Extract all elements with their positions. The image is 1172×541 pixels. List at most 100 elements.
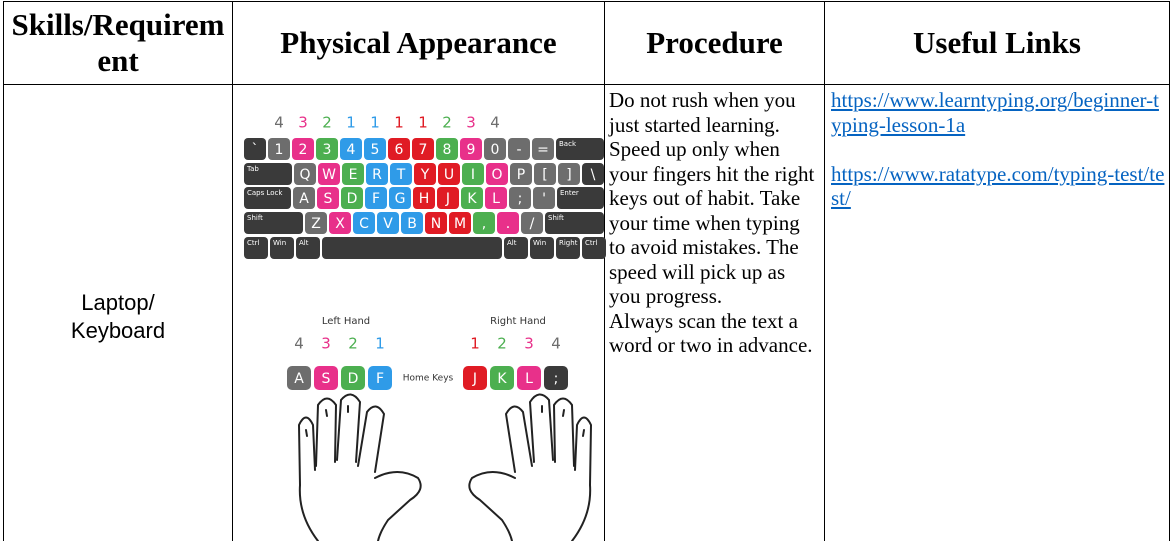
key	[365, 187, 387, 209]
finger-number: 4	[490, 114, 500, 132]
finger-number: 3	[321, 335, 331, 353]
key	[473, 212, 495, 234]
key	[364, 138, 386, 160]
key-label: 7	[419, 142, 428, 158]
key	[485, 187, 507, 209]
key-label: R	[372, 167, 382, 183]
skills-table: Skills/Requirement Physical Appearance P…	[3, 1, 1170, 541]
key	[377, 212, 399, 234]
key-label: Alt	[507, 239, 517, 247]
home-key	[314, 366, 338, 390]
finger-number: 2	[322, 114, 332, 132]
key-label: 6	[395, 142, 404, 158]
key-label: =	[537, 142, 549, 158]
key-label: L	[525, 371, 533, 387]
requirement-cell: Laptop/ Keyboard	[3, 84, 233, 541]
key-label: 1	[275, 142, 284, 158]
key-label: O	[491, 167, 502, 183]
key-label: K	[497, 371, 507, 387]
key	[293, 187, 315, 209]
finger-number: 3	[466, 114, 476, 132]
key-label: H	[419, 191, 430, 207]
key-label: 5	[371, 142, 380, 158]
key-label: X	[335, 216, 345, 232]
key-label: I	[471, 167, 475, 183]
hand-label: Left Hand	[322, 316, 370, 327]
key	[582, 163, 604, 185]
finger-number: 1	[394, 114, 404, 132]
key-label: Shift	[247, 214, 263, 222]
key	[270, 237, 294, 259]
key-label: '	[542, 191, 546, 207]
home-keys-label: Home Keys	[403, 374, 454, 384]
key-label: A	[294, 371, 304, 387]
finger-number: 1	[375, 335, 385, 353]
key	[294, 163, 316, 185]
key-label: L	[492, 191, 500, 207]
link[interactable]: https://www.learntyping.org/beginner-typ…	[831, 88, 1159, 137]
key	[353, 212, 375, 234]
key-label: G	[395, 191, 406, 207]
key	[556, 237, 580, 259]
home-key	[368, 366, 392, 390]
finger-number: 1	[418, 114, 428, 132]
key-label: Right Click	[559, 239, 597, 247]
key-label: 9	[467, 142, 476, 158]
key-label: U	[444, 167, 454, 183]
header-cell: Procedure	[604, 1, 825, 85]
key	[318, 163, 340, 185]
key	[296, 237, 320, 259]
key-label: .	[506, 216, 510, 232]
key	[317, 187, 339, 209]
key-label: Enter	[560, 189, 579, 197]
finger-number: 2	[442, 114, 452, 132]
key-label: D	[347, 191, 358, 207]
key	[401, 212, 423, 234]
key	[484, 138, 506, 160]
key-label: S	[322, 371, 331, 387]
home-key	[463, 366, 487, 390]
key	[582, 237, 606, 259]
key	[532, 138, 554, 160]
key	[557, 187, 604, 209]
key	[341, 187, 363, 209]
key-label: Caps Lock	[247, 189, 283, 197]
key	[437, 187, 459, 209]
key	[340, 138, 362, 160]
key	[244, 163, 292, 185]
key-label: J	[472, 371, 477, 387]
key	[388, 138, 410, 160]
key-label: D	[348, 371, 359, 387]
finger-number: 1	[370, 114, 380, 132]
key-label: Win	[273, 239, 286, 247]
finger-number: 3	[298, 114, 308, 132]
key-label: 0	[491, 142, 500, 158]
header-cell: Skills/Requirement	[3, 1, 233, 85]
finger-number: 4	[294, 335, 304, 353]
key	[389, 187, 411, 209]
key-label: A	[299, 191, 309, 207]
finger-number: 4	[274, 114, 284, 132]
key	[425, 212, 447, 234]
home-key	[490, 366, 514, 390]
key	[558, 163, 580, 185]
procedure-text: Always scan the text a word or two in ad…	[609, 308, 813, 358]
key	[316, 138, 338, 160]
key	[329, 212, 351, 234]
key-label: S	[324, 191, 333, 207]
key	[413, 187, 435, 209]
key-label: ;	[518, 191, 523, 207]
key-label: Y	[420, 167, 430, 183]
finger-number: 2	[497, 335, 507, 353]
key-label: Q	[299, 167, 310, 183]
body-row: Laptop/ Keyboard Do not rush when you ju…	[3, 84, 1170, 541]
key	[412, 138, 434, 160]
key-label: ]	[566, 167, 571, 183]
key-label: `	[252, 142, 259, 158]
key-label: Ctrl	[247, 239, 260, 247]
link[interactable]: https://www.ratatype.com/typing-test/tes…	[831, 161, 1165, 211]
key-label: Shift	[548, 214, 564, 222]
key	[534, 163, 556, 185]
